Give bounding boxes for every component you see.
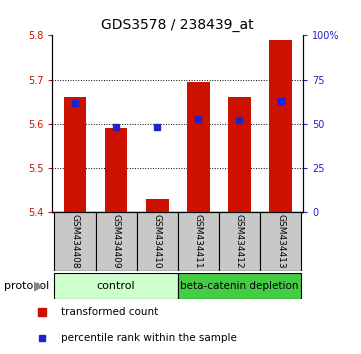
Bar: [137, 212, 178, 271]
Bar: [178, 212, 219, 271]
Text: percentile rank within the sample: percentile rank within the sample: [61, 333, 237, 343]
Text: transformed count: transformed count: [61, 307, 158, 318]
Bar: [146, 199, 169, 212]
Text: control: control: [97, 281, 135, 291]
Text: protocol: protocol: [4, 281, 49, 291]
Bar: [105, 129, 127, 212]
Text: GSM434413: GSM434413: [276, 214, 285, 269]
Text: GSM434409: GSM434409: [112, 214, 121, 269]
Bar: [96, 212, 137, 271]
Text: GSM434412: GSM434412: [235, 215, 244, 269]
Text: GSM434408: GSM434408: [70, 214, 79, 269]
Text: beta-catenin depletion: beta-catenin depletion: [180, 281, 299, 291]
Bar: [269, 40, 292, 212]
Bar: [219, 212, 260, 271]
Text: ▶: ▶: [34, 279, 44, 292]
Bar: [228, 97, 251, 212]
Bar: [187, 82, 210, 212]
Bar: [64, 97, 86, 212]
Bar: [260, 212, 301, 271]
Text: GSM434410: GSM434410: [153, 214, 162, 269]
Bar: [178, 273, 301, 299]
Text: GSM434411: GSM434411: [194, 214, 203, 269]
Title: GDS3578 / 238439_at: GDS3578 / 238439_at: [101, 18, 254, 32]
Bar: [55, 273, 178, 299]
Bar: [55, 212, 96, 271]
